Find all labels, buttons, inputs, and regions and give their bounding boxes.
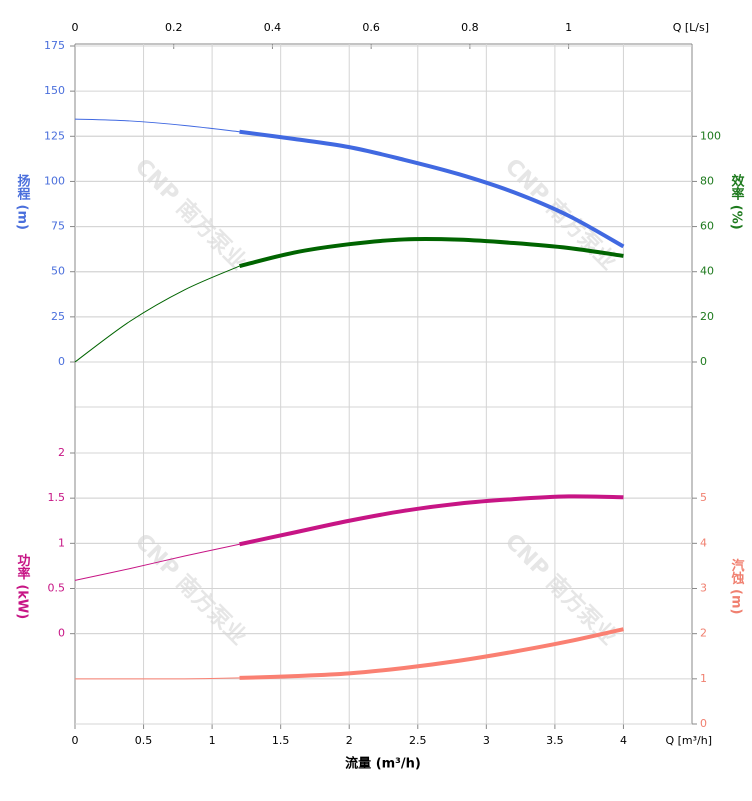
y-tick-label: 100 — [44, 174, 65, 187]
x-tick-label: 4 — [620, 734, 627, 747]
y2-tick-label: 5 — [700, 491, 707, 504]
x2-tick-label: 1 — [565, 21, 572, 34]
x2-tick-label: 0.6 — [362, 21, 380, 34]
y-tick-label: 0 — [58, 627, 65, 640]
watermark: CNP 南方泵业 — [130, 153, 252, 275]
y2-tick-label: 80 — [700, 174, 714, 187]
x2-tick-label: 0.8 — [461, 21, 479, 34]
y-tick-label: 150 — [44, 84, 65, 97]
x-tick-label: 0.5 — [135, 734, 153, 747]
x-tick-label: 3.5 — [546, 734, 564, 747]
curve-thin — [74, 265, 240, 363]
y-tick-label: 1.5 — [48, 491, 66, 504]
y2-tick-label: 0 — [700, 717, 707, 730]
y-axis-title: 功率 (kW) — [15, 554, 31, 619]
x2-unit-label: Q [L/s] — [673, 21, 709, 34]
y2-tick-label: 4 — [700, 536, 707, 549]
x-tick-label: 2 — [346, 734, 353, 747]
x2-tick-label: 0.4 — [264, 21, 282, 34]
curve-operating — [239, 627, 624, 680]
y2-tick-label: 20 — [700, 310, 714, 323]
y2-axis-title: 汽蚀 (m) — [729, 558, 746, 615]
y-tick-label: 1 — [58, 536, 65, 549]
x-tick-label: 1 — [209, 734, 216, 747]
y-tick-label: 125 — [44, 129, 65, 142]
curve-operating — [239, 494, 624, 547]
curve-thin — [74, 543, 240, 581]
y-tick-label: 2 — [58, 446, 65, 459]
x-tick-label: 3 — [483, 734, 490, 747]
y2-tick-label: 1 — [700, 672, 707, 685]
y2-tick-label: 2 — [700, 627, 707, 640]
y-tick-label: 75 — [51, 220, 65, 233]
curve-thin — [74, 118, 240, 133]
x-tick-label: 1.5 — [272, 734, 290, 747]
y-tick-label: 0.5 — [48, 582, 66, 595]
x-unit-label: Q [m³/h] — [665, 734, 712, 747]
curve-operating — [239, 129, 625, 249]
curve-thin — [75, 677, 240, 680]
y2-tick-label: 100 — [700, 129, 721, 142]
x-tick-label: 0 — [72, 734, 79, 747]
y2-tick-label: 40 — [700, 265, 714, 278]
y2-tick-label: 3 — [700, 582, 707, 595]
y-axis-title: 扬程 (m) — [15, 173, 31, 230]
x-tick-label: 2.5 — [409, 734, 427, 747]
y-tick-label: 50 — [51, 265, 65, 278]
watermark: CNP 南方泵业 — [500, 153, 622, 275]
y2-tick-label: 0 — [700, 355, 707, 368]
y-tick-label: 175 — [44, 39, 65, 52]
x-axis-title: 流量 (m³/h) — [345, 756, 421, 772]
y2-tick-label: 60 — [700, 220, 714, 233]
x2-tick-label: 0.2 — [165, 21, 183, 34]
y2-axis-title: 效率 (%) — [729, 174, 745, 230]
x2-tick-label: 0 — [72, 21, 79, 34]
y-tick-label: 25 — [51, 310, 65, 323]
curve-operating — [239, 237, 624, 269]
watermark: CNP 南方泵业 — [130, 528, 252, 650]
y-tick-label: 0 — [58, 355, 65, 368]
